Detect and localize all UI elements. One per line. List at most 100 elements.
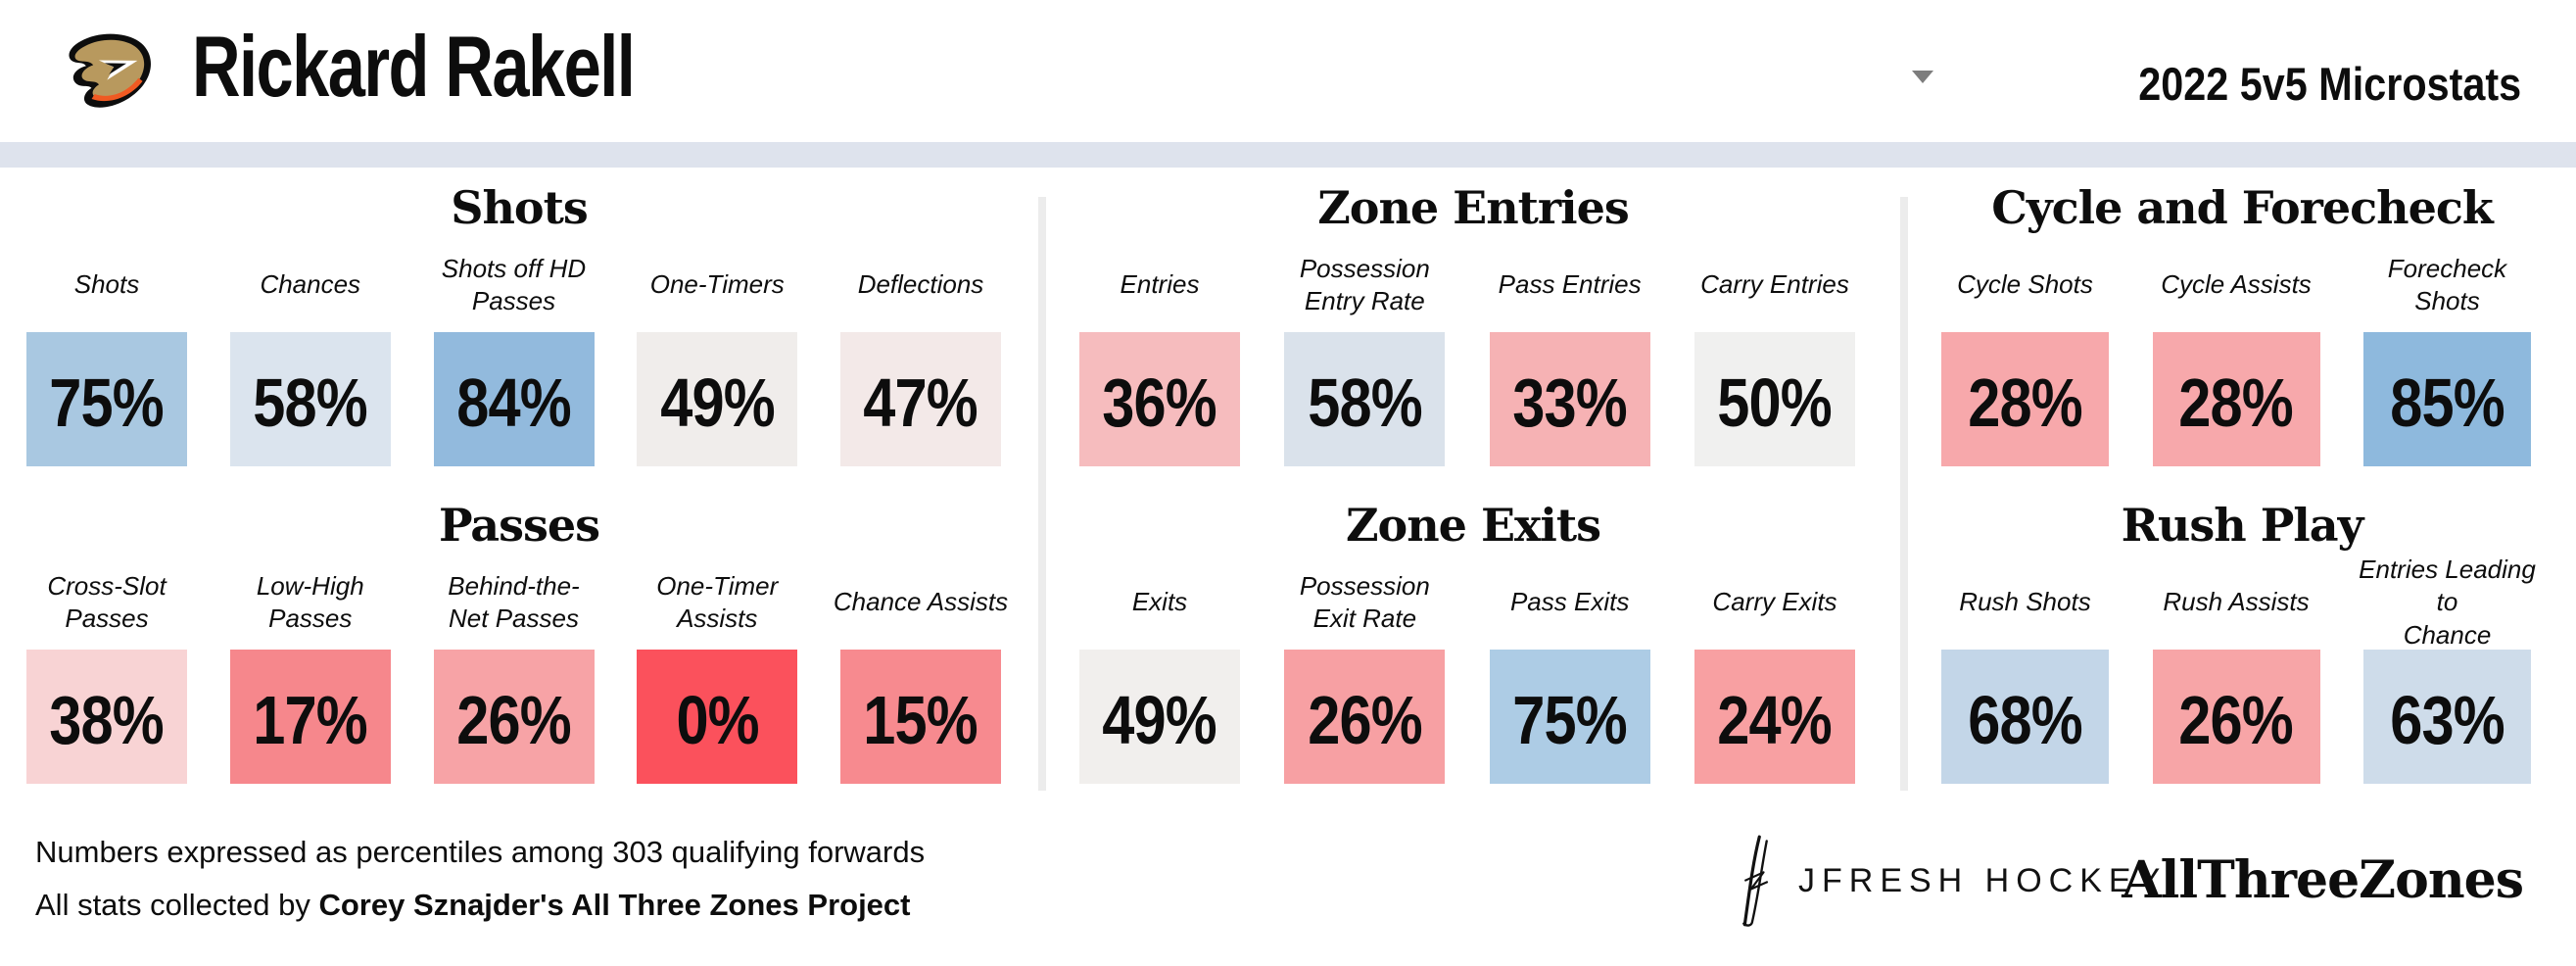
stat-value: 17% [253,681,368,758]
percentile-box: 26% [1284,650,1446,784]
stat-pass-entries: Pass Entries 33% [1489,238,1650,466]
stat-rush-shots: Rush Shots 68% [1941,555,2109,784]
section-cycle-forecheck: Cycle and Forecheck Cycle Shots 28% Cycl… [1908,168,2576,485]
column-transitions: Zone Entries Entries 36% Possession Entr… [1046,168,1900,802]
percentile-box: 63% [2363,650,2531,784]
stat-label: Rush Shots [1959,587,2091,617]
stat-value: 28% [2178,363,2294,441]
stat-exits: Exits 49% [1079,555,1240,784]
percentile-box: 26% [433,650,595,784]
percentile-box: 28% [2152,332,2320,466]
stat-value: 28% [1968,363,2082,441]
header: Rickard Rakell 2022 5v5 Microstats [0,0,2576,142]
stat-label: Chance Assists [833,587,1009,617]
percentile-box: 50% [1693,332,1855,466]
percentile-box: 49% [637,332,798,466]
stat-value: 36% [1102,363,1217,441]
percentile-box: 58% [1284,332,1446,466]
stat-rush-assists: Rush Assists 26% [2152,555,2320,784]
stat-value: 26% [1308,681,1422,758]
section-shots: Shots Shots 75% Chances 58% Shots off HD… [0,168,1038,485]
section-passes: Passes Cross-Slot Passes 38% Low-High Pa… [0,485,1038,802]
stat-value: 58% [253,363,368,441]
percentile-box: 47% [840,332,1001,466]
stat-carry-exits: Carry Exits 24% [1693,555,1855,784]
anaheim-ducks-logo [69,33,151,108]
section-rush-play: Rush Play Rush Shots 68% Rush Assists 26… [1908,485,2576,802]
stat-value: 24% [1717,681,1833,758]
stat-shots: Shots 75% [26,238,187,466]
stat-cycle-shots: Cycle Shots 28% [1941,238,2109,466]
jfresh-hockey-logo [1742,835,1769,927]
stat-label: Forecheck Shots [2387,253,2507,315]
stat-label: Shots off HD Passes [441,253,587,315]
stat-label: Carry Entries [1700,269,1849,300]
stat-label: Low-High Passes [256,570,364,633]
stat-label: Chances [260,269,361,300]
stat-deflections: Deflections 47% [840,238,1001,466]
percentile-box: 15% [840,650,1001,784]
percentile-box: 24% [1693,650,1855,784]
attribution-source: Corey Sznajder's All Three Zones Project [318,888,911,922]
stat-possession-exit-rate: Possession Exit Rate 26% [1284,555,1446,784]
attribution-note: All stats collected by Corey Sznajder's … [35,888,910,923]
stat-forecheck-shots: Forecheck Shots 85% [2363,238,2531,466]
stat-one-timer-assists: One-Timer Assists 0% [637,555,798,784]
stat-value: 26% [456,681,571,758]
stat-label: One-Timer Assists [656,570,779,633]
card-subtitle: 2022 5v5 Microstats [2138,58,2521,110]
percentile-box: 75% [26,332,187,466]
percentile-box: 75% [1489,650,1650,784]
stat-label: Pass Entries [1498,269,1642,300]
percentile-box: 38% [26,650,187,784]
stat-value: 58% [1308,363,1422,441]
stat-label: Cycle Assists [2161,269,2312,300]
stat-value: 75% [49,363,165,441]
stat-label: One-Timers [649,269,785,300]
percentile-box: 28% [1941,332,2109,466]
stat-label: Possession Entry Rate [1299,253,1430,315]
attribution-prefix: All stats collected by [35,888,319,922]
stat-label: Entries [1120,269,1200,300]
stat-chance-assists: Chance Assists 15% [834,555,1008,784]
stat-value: 84% [456,363,571,441]
stat-label: Rush Assists [2163,587,2310,617]
column-offense-styles: Cycle and Forecheck Cycle Shots 28% Cycl… [1908,168,2576,802]
stat-possession-entry-rate: Possession Entry Rate 58% [1284,238,1446,466]
stat-one-timers: One-Timers 49% [637,238,798,466]
chevron-down-icon[interactable] [1912,71,1933,83]
stat-cycle-assists: Cycle Assists 28% [2152,238,2320,466]
stat-shots-off-hd-passes: Shots off HD Passes 84% [433,238,595,466]
stat-carry-entries: Carry Entries 50% [1693,238,1855,466]
stat-value: 38% [49,681,165,758]
stat-label: Deflections [857,269,984,300]
percentile-box: 0% [637,650,798,784]
stat-label: Entries Leading to Chance [2359,555,2536,650]
section-title-passes: Passes [438,499,600,552]
stat-value: 33% [1512,363,1627,441]
stat-behind-the-net-passes: Behind-the- Net Passes 26% [433,555,595,784]
stat-value: 26% [2178,681,2294,758]
percentile-box: 84% [433,332,595,466]
section-title-shots: Shots [451,181,589,234]
stat-label: Cross-Slot Passes [47,570,167,633]
stat-value: 49% [659,363,775,441]
jfresh-hockey-wordmark: JFRESH HOCKEY [1798,862,2168,899]
percentile-box: 58% [229,332,391,466]
stat-value: 68% [1968,681,2082,758]
stat-label: Carry Exits [1712,587,1837,617]
stat-label: Exits [1131,587,1188,617]
allthreezones-wordmark: AllThreeZones [2122,850,2524,910]
stat-label: Cycle Shots [1957,269,2093,300]
percentile-box: 85% [2363,332,2531,466]
stat-value: 0% [676,681,759,758]
stat-value: 50% [1717,363,1833,441]
section-title-zone-exits: Zone Exits [1345,499,1601,552]
percentile-box: 36% [1079,332,1240,466]
percentile-box: 49% [1079,650,1240,784]
percentile-box: 17% [229,650,391,784]
stat-label: Possession Exit Rate [1299,570,1430,633]
vertical-divider [1900,197,1908,791]
stat-value: 49% [1102,681,1217,758]
